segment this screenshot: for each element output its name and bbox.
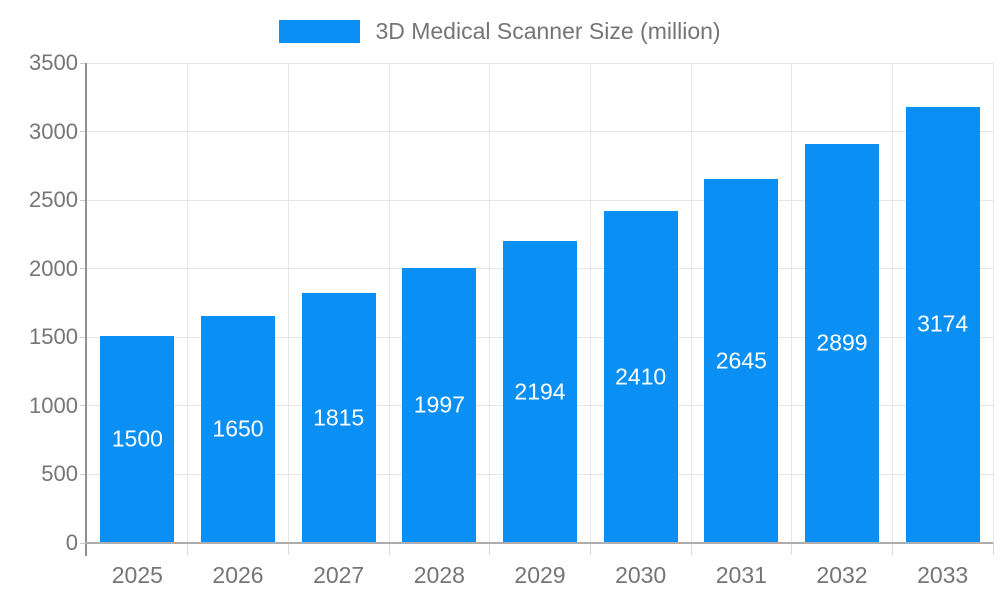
gridline-x [891, 63, 893, 543]
y-axis-tick [80, 542, 87, 544]
y-tick-label: 3500 [29, 50, 78, 75]
bar-value-label: 1997 [413, 391, 465, 418]
x-tick-label-2027: 2027 [313, 562, 365, 588]
bar-value-label: 1815 [313, 404, 365, 431]
x-tick-label-2025: 2025 [111, 562, 163, 588]
legend-swatch [279, 20, 361, 43]
x-tick-label-2026: 2026 [212, 562, 264, 588]
y-tick-label: 2000 [29, 255, 78, 281]
y-axis-tick [80, 131, 87, 133]
bar-value-label: 2645 [715, 347, 767, 374]
gridline-y-3000 [87, 131, 993, 133]
y-tick-label: 1500 [29, 324, 78, 350]
bar-2033[interactable]: 3174 [905, 106, 980, 542]
y-axis-tick [80, 62, 87, 64]
gridline-x [791, 63, 793, 543]
x-axis-tick [690, 543, 692, 555]
gridline-x [388, 63, 390, 543]
bar-2031[interactable]: 2645 [704, 179, 779, 542]
y-tick-label: 1000 [29, 392, 78, 418]
y-tick-label: 2500 [29, 187, 78, 213]
gridline-x [287, 63, 289, 543]
bar-2030[interactable]: 2410 [603, 211, 678, 542]
gridline-y-3500 [87, 62, 993, 64]
x-tick-label-2030: 2030 [615, 562, 667, 588]
bar-value-label: 2194 [514, 378, 566, 405]
gridline-x [690, 63, 692, 543]
x-axis-tick [992, 543, 994, 555]
bar-value-label: 2410 [615, 363, 667, 390]
bar-value-label: 1650 [212, 415, 264, 442]
x-axis-tick [589, 543, 591, 555]
gridline-x [589, 63, 591, 543]
y-tick-label: 500 [41, 461, 78, 487]
x-axis-line [85, 542, 993, 544]
gridline-x [187, 63, 189, 543]
x-tick-label-2029: 2029 [514, 562, 566, 588]
legend-item[interactable]: 3D Medical Scanner Size (million) [0, 18, 1000, 45]
y-axis-tick [80, 473, 87, 475]
y-axis-line [85, 63, 87, 556]
bar-2032[interactable]: 2899 [805, 144, 879, 542]
y-axis-tick [80, 268, 87, 270]
x-tick-label-2032: 2032 [816, 562, 868, 588]
y-axis-tick [80, 336, 87, 338]
x-axis-tick [891, 543, 893, 555]
bar-2028[interactable]: 1997 [402, 268, 477, 542]
x-tick-label-2028: 2028 [413, 562, 465, 588]
x-tick-label-2033: 2033 [917, 562, 969, 588]
bar-value-label: 1500 [111, 425, 163, 452]
y-axis-tick [80, 199, 87, 201]
x-axis-tick [388, 543, 390, 555]
x-axis-tick [489, 543, 491, 555]
bar-value-label: 2899 [816, 329, 868, 356]
y-tick-label: 0 [65, 530, 78, 555]
bar-2029[interactable]: 2194 [503, 241, 577, 542]
x-axis-tick [187, 543, 189, 555]
x-tick-label-2031: 2031 [715, 562, 767, 588]
x-axis-tick [287, 543, 289, 555]
x-axis-tick [791, 543, 793, 555]
gridline-x [992, 63, 994, 543]
gridline-x [489, 63, 491, 543]
bar-2027[interactable]: 1815 [301, 293, 376, 542]
bar-2025[interactable]: 1500 [100, 336, 175, 542]
bar-value-label: 3174 [917, 310, 969, 337]
y-axis-tick [80, 405, 87, 407]
legend-label: 3D Medical Scanner Size (million) [375, 18, 721, 44]
bar-2026[interactable]: 1650 [201, 315, 275, 542]
y-tick-label: 3000 [29, 118, 78, 144]
gridline-y-2500 [87, 199, 993, 201]
